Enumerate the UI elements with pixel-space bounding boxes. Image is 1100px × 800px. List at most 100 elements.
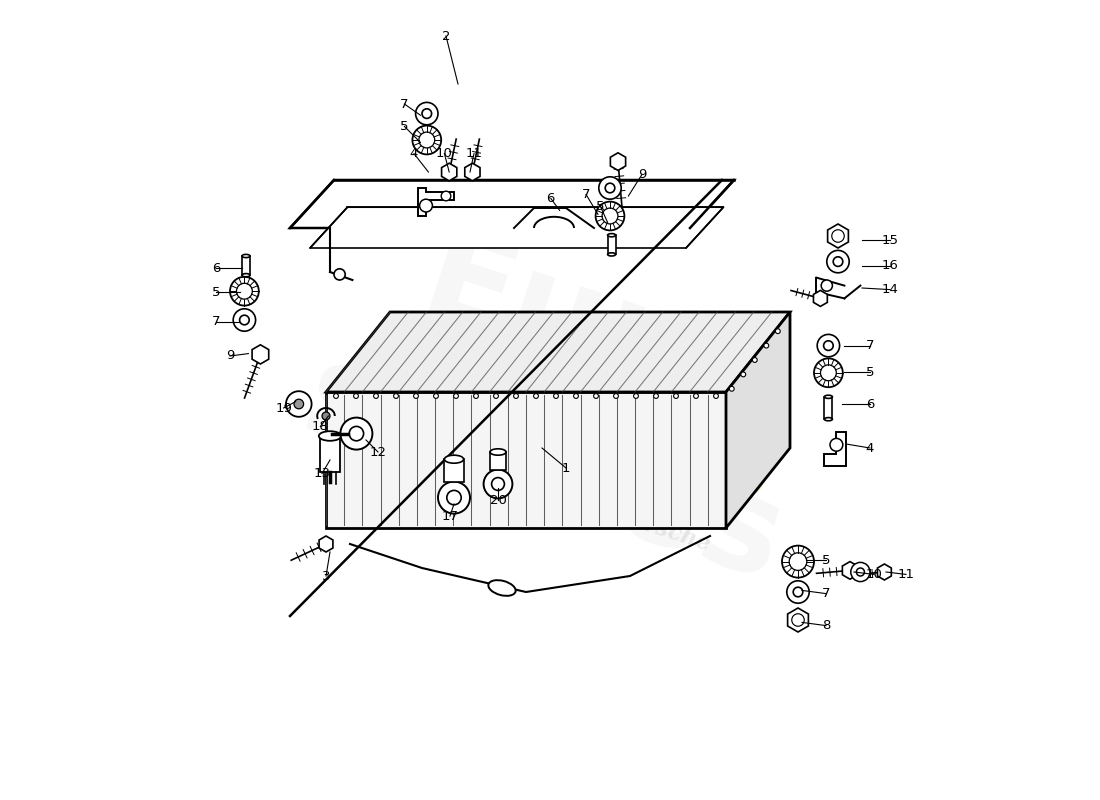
Circle shape	[438, 482, 470, 514]
Circle shape	[782, 546, 814, 578]
Polygon shape	[252, 345, 268, 364]
Text: Euro
spares: Euro spares	[288, 193, 844, 607]
Circle shape	[353, 394, 359, 398]
Circle shape	[832, 230, 844, 242]
Circle shape	[322, 412, 330, 420]
Circle shape	[792, 614, 804, 626]
Text: 11: 11	[465, 147, 483, 160]
Bar	[490, 452, 506, 470]
Bar	[607, 235, 616, 254]
Circle shape	[821, 365, 836, 381]
Text: 6: 6	[212, 262, 221, 274]
Text: 11: 11	[898, 568, 914, 581]
Bar	[242, 256, 250, 275]
Circle shape	[822, 280, 833, 291]
Text: 5: 5	[400, 120, 409, 133]
Polygon shape	[843, 562, 858, 579]
Bar	[320, 436, 340, 472]
Bar	[824, 397, 833, 419]
Circle shape	[441, 191, 451, 201]
Ellipse shape	[607, 234, 616, 237]
Circle shape	[374, 394, 378, 398]
Circle shape	[416, 102, 438, 125]
Circle shape	[422, 109, 431, 118]
Circle shape	[534, 394, 538, 398]
Circle shape	[833, 257, 843, 266]
Circle shape	[850, 562, 870, 582]
Polygon shape	[465, 163, 480, 181]
Text: 10: 10	[436, 147, 453, 160]
Circle shape	[394, 394, 398, 398]
Circle shape	[714, 394, 718, 398]
Circle shape	[447, 490, 461, 505]
Circle shape	[349, 426, 364, 441]
Polygon shape	[418, 188, 454, 216]
Text: 16: 16	[881, 259, 899, 272]
Text: 7: 7	[866, 339, 874, 352]
Text: 6: 6	[547, 192, 556, 205]
Circle shape	[494, 394, 498, 398]
Circle shape	[605, 183, 615, 193]
Polygon shape	[814, 290, 827, 306]
Circle shape	[236, 283, 252, 299]
Polygon shape	[878, 564, 891, 580]
Circle shape	[786, 581, 810, 603]
Text: 3: 3	[321, 570, 330, 582]
Text: 10: 10	[866, 568, 882, 581]
Polygon shape	[310, 207, 724, 248]
Circle shape	[830, 438, 843, 451]
Circle shape	[789, 553, 806, 570]
Circle shape	[514, 394, 518, 398]
Circle shape	[294, 399, 304, 409]
Polygon shape	[827, 224, 848, 248]
Text: 8: 8	[822, 619, 830, 632]
Circle shape	[827, 250, 849, 273]
Circle shape	[694, 394, 698, 398]
Polygon shape	[319, 536, 333, 552]
Text: since 1985: since 1985	[519, 389, 772, 507]
Polygon shape	[326, 312, 790, 392]
Ellipse shape	[242, 254, 250, 258]
Circle shape	[233, 309, 255, 331]
Text: 13: 13	[314, 467, 330, 480]
Text: 6: 6	[866, 398, 874, 410]
Text: 2: 2	[442, 30, 450, 42]
Text: 20: 20	[490, 494, 506, 506]
Text: 9: 9	[226, 350, 234, 362]
Ellipse shape	[490, 449, 506, 455]
Circle shape	[419, 132, 435, 148]
Circle shape	[729, 386, 734, 391]
Text: 5: 5	[596, 200, 605, 213]
Circle shape	[453, 394, 459, 398]
Bar	[326, 392, 726, 528]
Circle shape	[814, 358, 843, 387]
Circle shape	[741, 372, 746, 377]
Circle shape	[333, 394, 339, 398]
Circle shape	[614, 394, 618, 398]
Text: 9: 9	[638, 168, 646, 181]
Text: 7: 7	[400, 98, 409, 110]
Text: 5: 5	[212, 286, 221, 298]
Circle shape	[793, 587, 803, 597]
Circle shape	[594, 394, 598, 398]
Ellipse shape	[824, 395, 833, 398]
Circle shape	[484, 470, 513, 498]
Text: 18: 18	[312, 420, 329, 433]
Bar	[444, 459, 463, 482]
Polygon shape	[441, 163, 456, 181]
Circle shape	[595, 202, 625, 230]
Circle shape	[776, 329, 780, 334]
Text: 7: 7	[822, 587, 830, 600]
Circle shape	[334, 269, 345, 280]
Circle shape	[573, 394, 579, 398]
Text: 4: 4	[410, 147, 418, 160]
Text: 19: 19	[275, 402, 292, 414]
Circle shape	[286, 391, 311, 417]
Polygon shape	[788, 608, 808, 632]
Ellipse shape	[319, 431, 341, 441]
Circle shape	[240, 315, 250, 325]
Text: 15: 15	[881, 234, 899, 246]
Polygon shape	[824, 432, 846, 466]
Text: 12: 12	[370, 446, 386, 458]
Circle shape	[340, 418, 373, 450]
